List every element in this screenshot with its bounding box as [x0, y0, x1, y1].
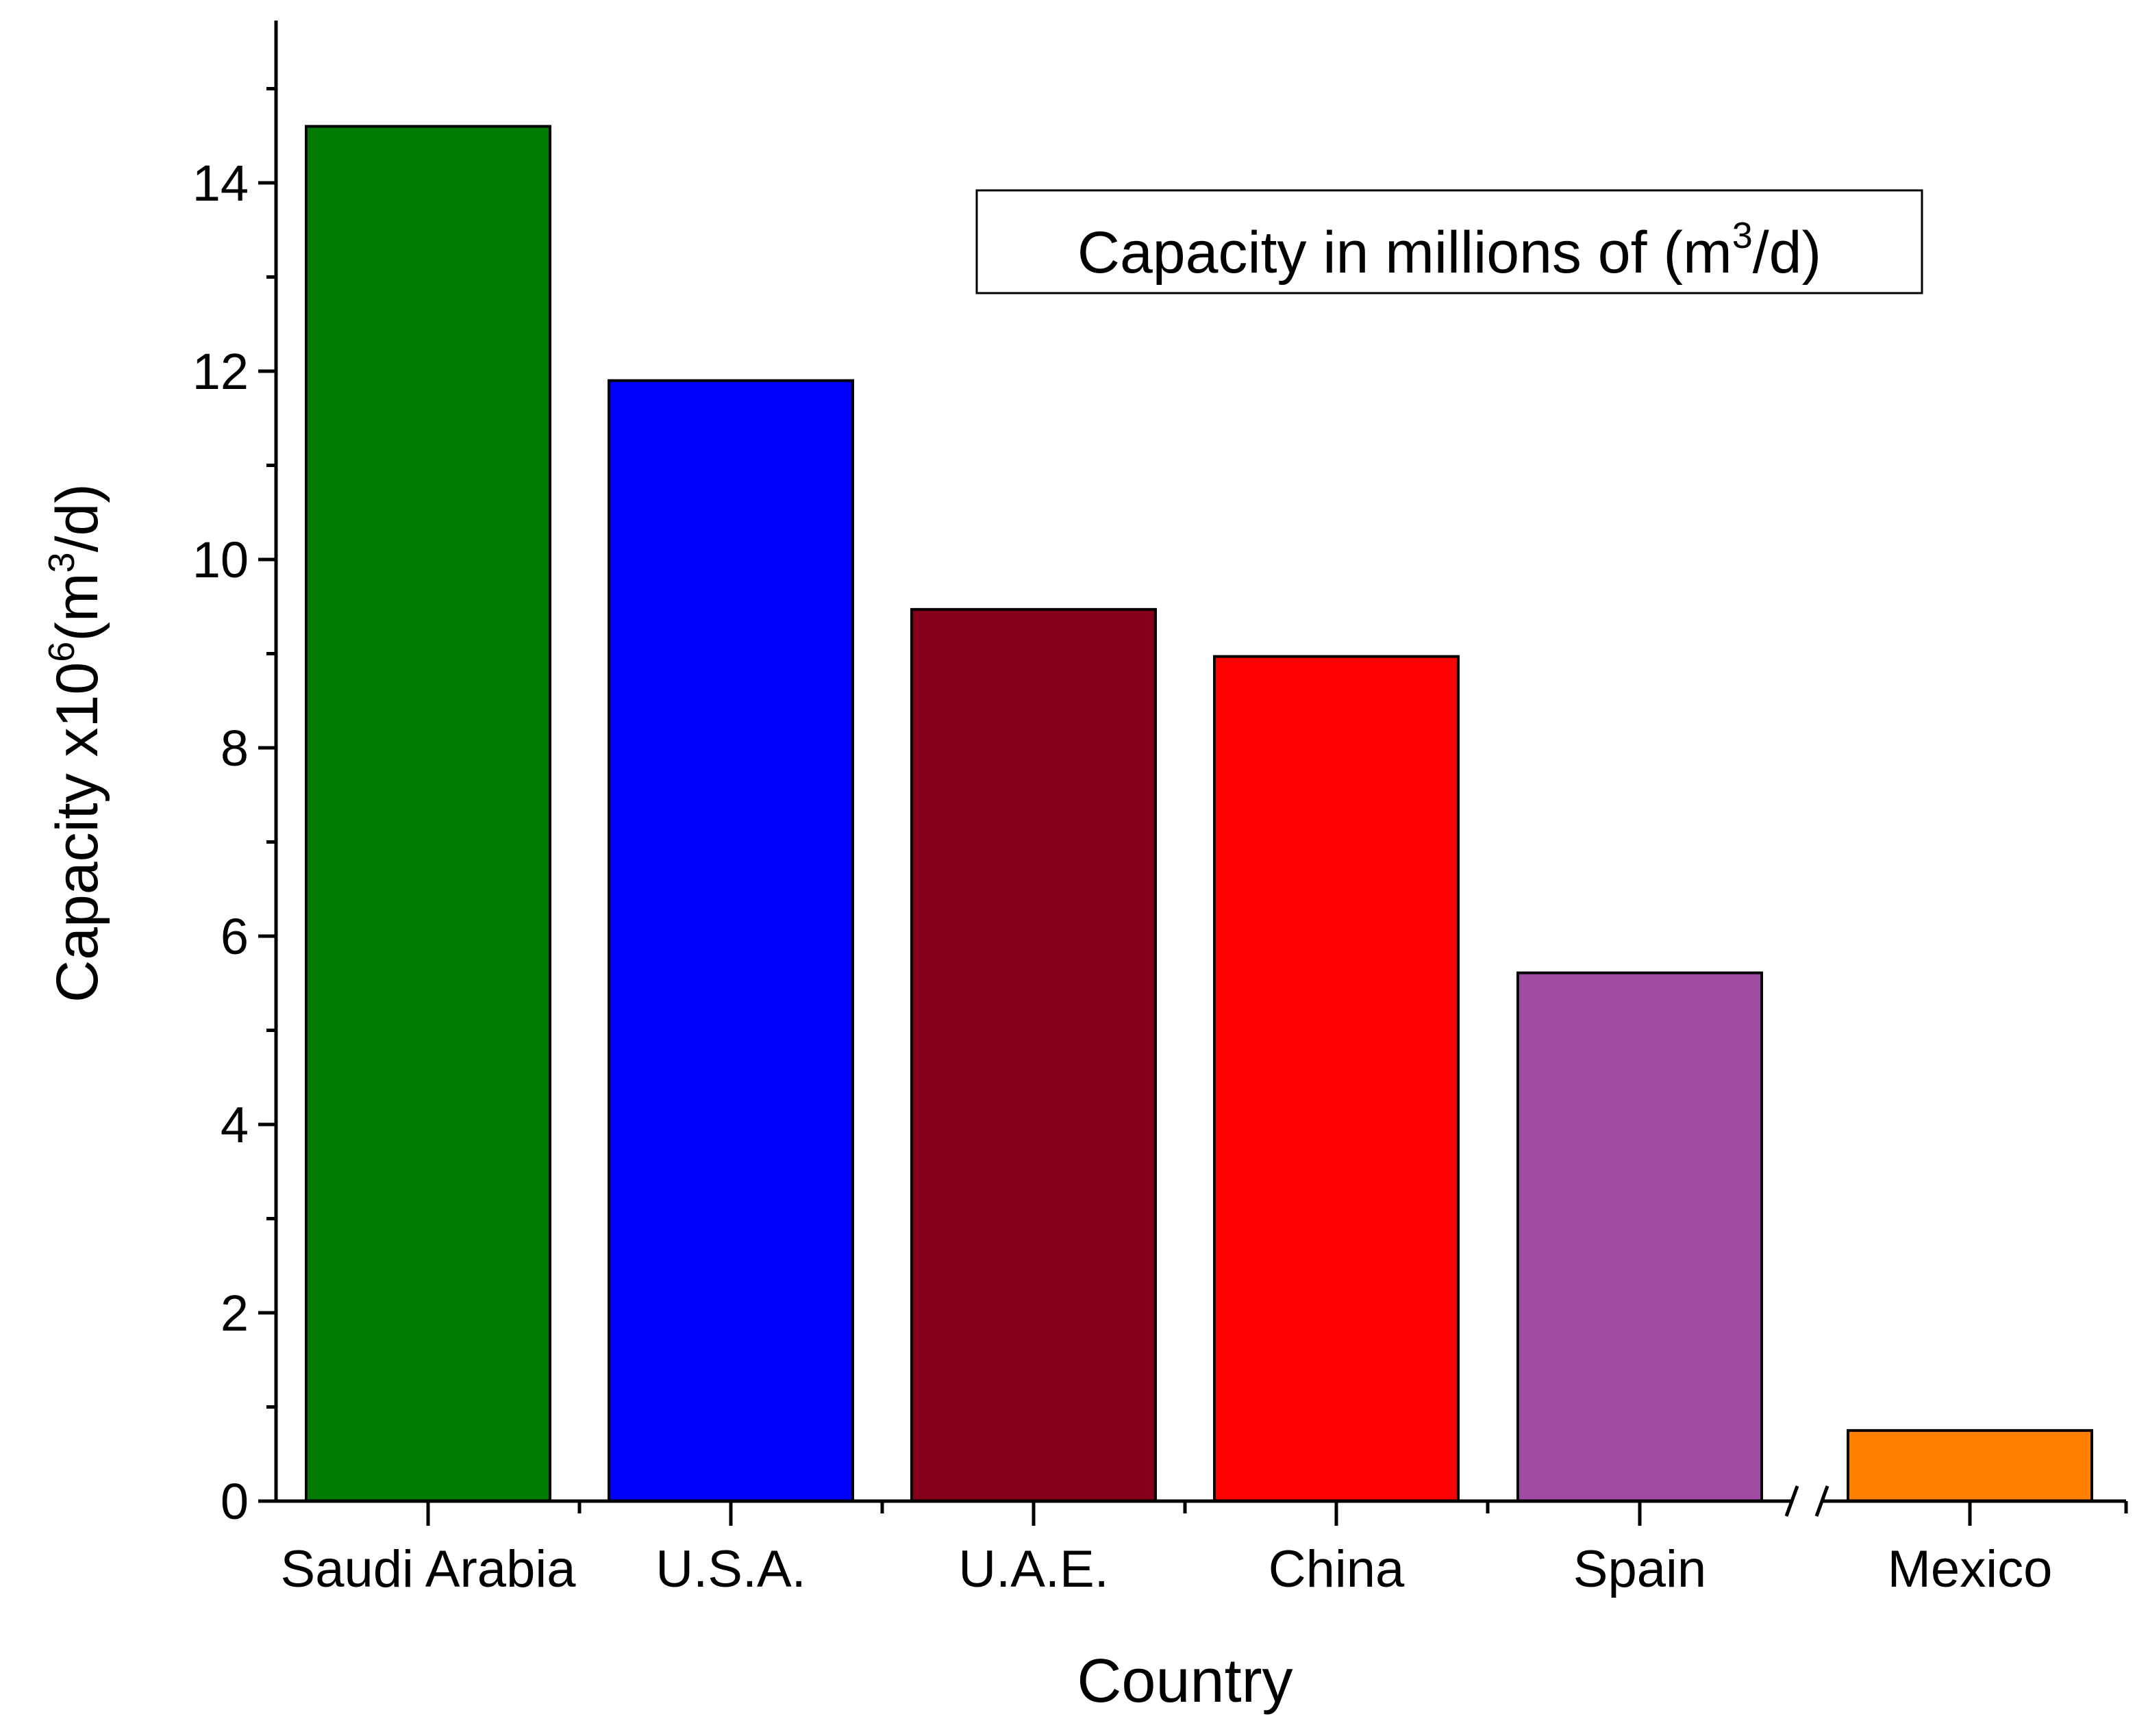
x-tick-label: China	[1269, 1540, 1405, 1598]
bar-saudi-arabia	[305, 125, 551, 1502]
x-tick-label: Spain	[1573, 1540, 1706, 1598]
x-tick-label: U.A.E.	[958, 1540, 1109, 1598]
y-tick-label: 0	[221, 1473, 249, 1530]
annotation-box: Capacity in millions of (m3/d)	[975, 189, 1923, 294]
x-tick-label: U.S.A.	[655, 1540, 806, 1598]
axis-break-mark	[1814, 1485, 1829, 1517]
y-tick-label: 14	[192, 155, 249, 212]
y-tick-label: 4	[221, 1096, 249, 1153]
y-tick-label: 12	[192, 343, 249, 400]
bar-mexico	[1847, 1429, 2093, 1502]
bar-spain	[1516, 971, 1763, 1502]
x-tick-label: Mexico	[1888, 1540, 2053, 1598]
bar-u-a-e	[910, 607, 1157, 1502]
bar-u-s-a	[608, 379, 854, 1502]
x-tick-label: Saudi Arabia	[281, 1540, 577, 1598]
y-axis-label: Capacity x106(m3/d)	[41, 483, 110, 1003]
annotation-text: Capacity in millions of (m3/d)	[1077, 215, 1821, 286]
bars-layer	[305, 125, 2093, 1502]
y-tick-label: 8	[221, 720, 249, 777]
axis-break-mark	[1784, 1485, 1799, 1517]
axes-layer: 0 2 4 6 8 10 12 14 Saudi Arabia U.S.A. U.A.E. China…	[192, 21, 2128, 1598]
y-tick-label: 2	[221, 1285, 249, 1342]
y-tick-label: 6	[221, 908, 249, 965]
bar-china	[1213, 655, 1460, 1502]
x-axis-label: Country	[1077, 1647, 1292, 1715]
y-tick-label: 10	[192, 531, 249, 588]
